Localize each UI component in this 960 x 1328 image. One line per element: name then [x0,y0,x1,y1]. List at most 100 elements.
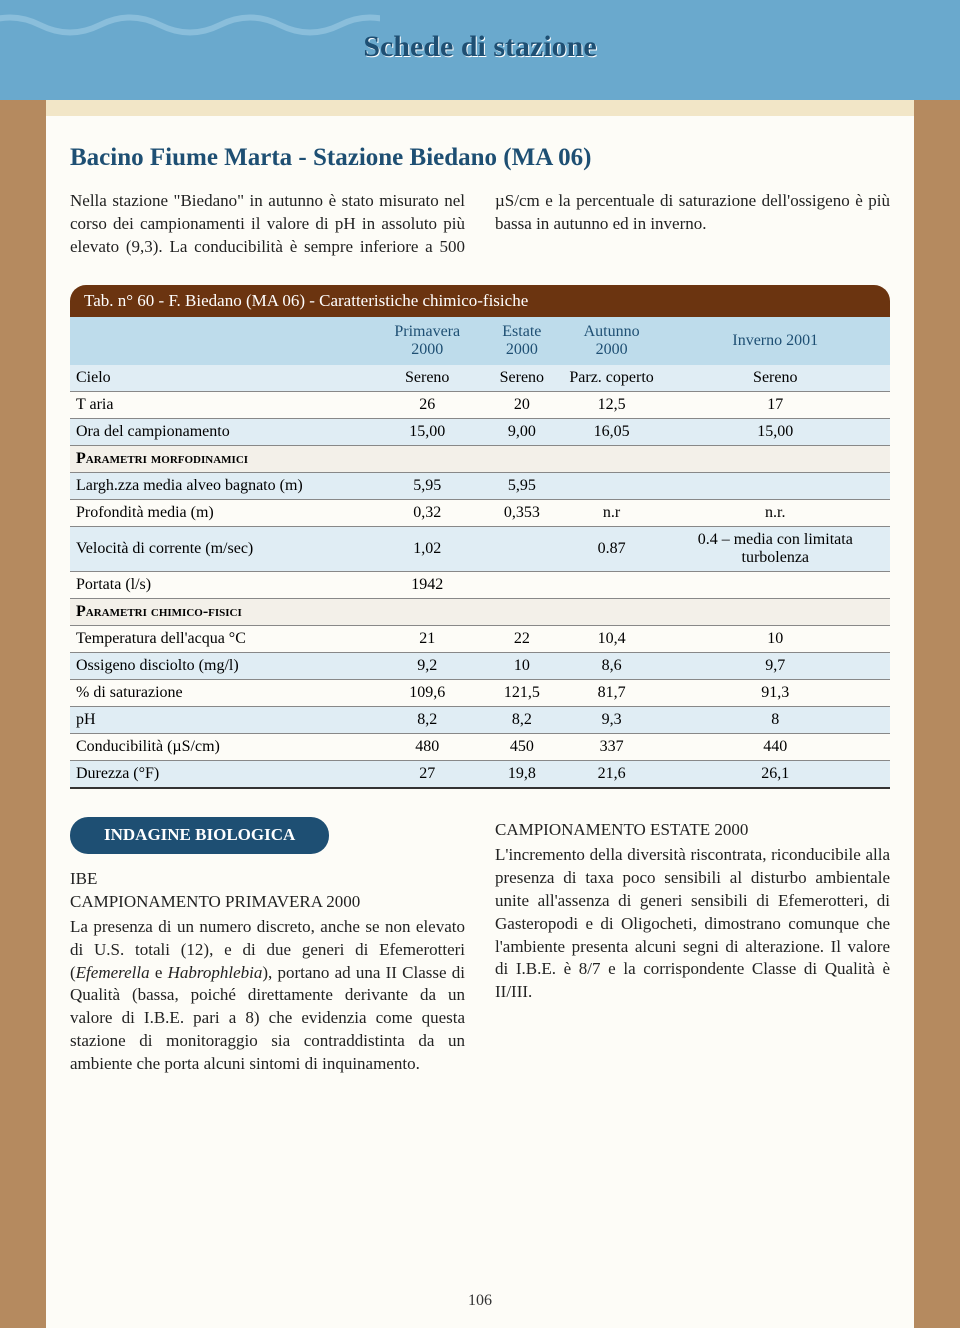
header-band: Schede di stazione [0,0,960,100]
cell [661,571,890,598]
cell: 480 [373,733,481,760]
col-header: Primavera 2000 [373,317,481,365]
table-row: T aria262012,517 [70,391,890,418]
col-header: Estate 2000 [481,317,563,365]
row-label: Temperatura dell'acqua °C [70,625,373,652]
table-caption: Tab. n° 60 - F. Biedano (MA 06) - Caratt… [70,285,890,317]
row-label: pH [70,706,373,733]
table-row: Conducibilità (µS/cm)480450337440 [70,733,890,760]
cell: 19,8 [481,760,563,788]
table-row: % di saturazione109,6121,581,791,3 [70,679,890,706]
row-label: Ora del campionamento [70,418,373,445]
cell: 0.4 – media con limitata turbolenza [661,526,890,571]
section-row: Parametri chimico-fisici [70,598,890,625]
cell: 16,05 [563,418,661,445]
cell: 91,3 [661,679,890,706]
cell: n.r. [661,499,890,526]
cell: n.r [563,499,661,526]
cell: Sereno [661,365,890,392]
cell: 17 [661,391,890,418]
header-title: Schede di stazione [0,30,960,64]
row-label: % di saturazione [70,679,373,706]
cell: 20 [481,391,563,418]
cell: 440 [661,733,890,760]
cell: 5,95 [481,472,563,499]
table-row: Parametri chimico-fisici [70,598,890,625]
cell: 22 [481,625,563,652]
margin-right [914,100,960,1328]
table-row: pH8,28,29,38 [70,706,890,733]
table-row: Temperatura dell'acqua °C212210,410 [70,625,890,652]
cell [481,526,563,571]
cell: 21 [373,625,481,652]
bio-right-body: L'incremento della diversità riscontrata… [495,844,890,1005]
cell: 0.87 [563,526,661,571]
col-header: Autunno 2000 [563,317,661,365]
cell: 0,353 [481,499,563,526]
bio-right-sub: CAMPIONAMENTO ESTATE 2000 [495,819,890,842]
cell [661,472,890,499]
cell: 21,6 [563,760,661,788]
table-row: Velocità di corrente (m/sec)1,02 0.870.4 … [70,526,890,571]
row-label: Cielo [70,365,373,392]
cell: 15,00 [661,418,890,445]
page-number: 106 [0,1292,960,1310]
cell: 450 [481,733,563,760]
section-row: Parametri morfodinamici [70,445,890,472]
cell: 8 [661,706,890,733]
cell: 10 [661,625,890,652]
margin-left [0,100,46,1328]
table-row: Ora del campionamento15,009,0016,0515,00 [70,418,890,445]
cell [563,472,661,499]
table-row: Profondità media (m)0,320,353n.rn.r. [70,499,890,526]
cell: 8,2 [373,706,481,733]
cell: 26,1 [661,760,890,788]
cell: Parz. coperto [563,365,661,392]
cell [563,571,661,598]
cell: 1,02 [373,526,481,571]
bio-columns: INDAGINE BIOLOGICA IBE CAMPIONAMENTO PRI… [70,789,890,1076]
row-label: Ossigeno disciolto (mg/l) [70,652,373,679]
cell: 27 [373,760,481,788]
table-row: Largh.zza media alveo bagnato (m)5,955,9… [70,472,890,499]
cell: 9,7 [661,652,890,679]
page: Schede di stazione Bacino Fiume Marta - … [0,0,960,1328]
bio-left-sub: CAMPIONAMENTO PRIMAVERA 2000 [70,891,465,914]
cell: 26 [373,391,481,418]
cell: 15,00 [373,418,481,445]
bio-right: CAMPIONAMENTO ESTATE 2000 L'incremento d… [495,789,890,1076]
cell: 10,4 [563,625,661,652]
table-row: Parametri morfodinamici [70,445,890,472]
row-label: T aria [70,391,373,418]
bio-ibe: IBE [70,868,465,891]
cell: 12,5 [563,391,661,418]
cell: 8,2 [481,706,563,733]
cell: 1942 [373,571,481,598]
bio-pill: INDAGINE BIOLOGICA [70,817,329,854]
cell: 9,3 [563,706,661,733]
cell: Sereno [373,365,481,392]
bio-left: INDAGINE BIOLOGICA IBE CAMPIONAMENTO PRI… [70,789,465,1076]
col-header: Inverno 2001 [661,317,890,365]
cell: 9,2 [373,652,481,679]
table-row: CieloSerenoSerenoParz. copertoSereno [70,365,890,392]
table-row: Durezza (°F)2719,821,626,1 [70,760,890,788]
cell: 10 [481,652,563,679]
row-label: Velocità di corrente (m/sec) [70,526,373,571]
cell: Sereno [481,365,563,392]
cell [481,571,563,598]
row-label: Profondità media (m) [70,499,373,526]
table-row: Portata (l/s)1942 [70,571,890,598]
divider-band [0,100,960,116]
cell: 0,32 [373,499,481,526]
cell: 121,5 [481,679,563,706]
cell: 5,95 [373,472,481,499]
row-label: Conducibilità (µS/cm) [70,733,373,760]
cell: 8,6 [563,652,661,679]
cell: 337 [563,733,661,760]
row-label: Durezza (°F) [70,760,373,788]
cell: 81,7 [563,679,661,706]
cell: 109,6 [373,679,481,706]
table-row: Ossigeno disciolto (mg/l)9,2108,69,7 [70,652,890,679]
content-area: Bacino Fiume Marta - Stazione Biedano (M… [0,116,960,1076]
